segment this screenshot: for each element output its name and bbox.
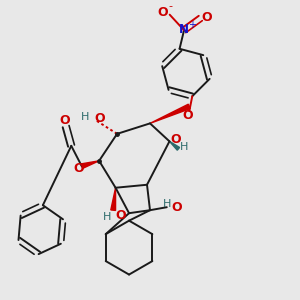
Polygon shape: [111, 188, 116, 211]
Text: H: H: [103, 212, 112, 222]
Polygon shape: [150, 104, 190, 123]
Polygon shape: [169, 141, 180, 150]
Text: O: O: [74, 162, 84, 175]
Text: O: O: [158, 6, 168, 20]
Text: -: -: [169, 1, 172, 11]
Text: +: +: [188, 20, 196, 30]
Polygon shape: [81, 161, 99, 169]
Text: O: O: [201, 11, 212, 24]
Text: O: O: [59, 115, 70, 128]
Text: H: H: [81, 112, 89, 122]
Text: N: N: [179, 23, 189, 36]
Text: O: O: [183, 110, 194, 122]
Text: H: H: [180, 142, 188, 152]
Text: H: H: [163, 199, 172, 208]
Text: O: O: [172, 201, 182, 214]
Text: O: O: [116, 209, 126, 222]
Text: O: O: [171, 134, 182, 146]
Text: O: O: [94, 112, 105, 125]
